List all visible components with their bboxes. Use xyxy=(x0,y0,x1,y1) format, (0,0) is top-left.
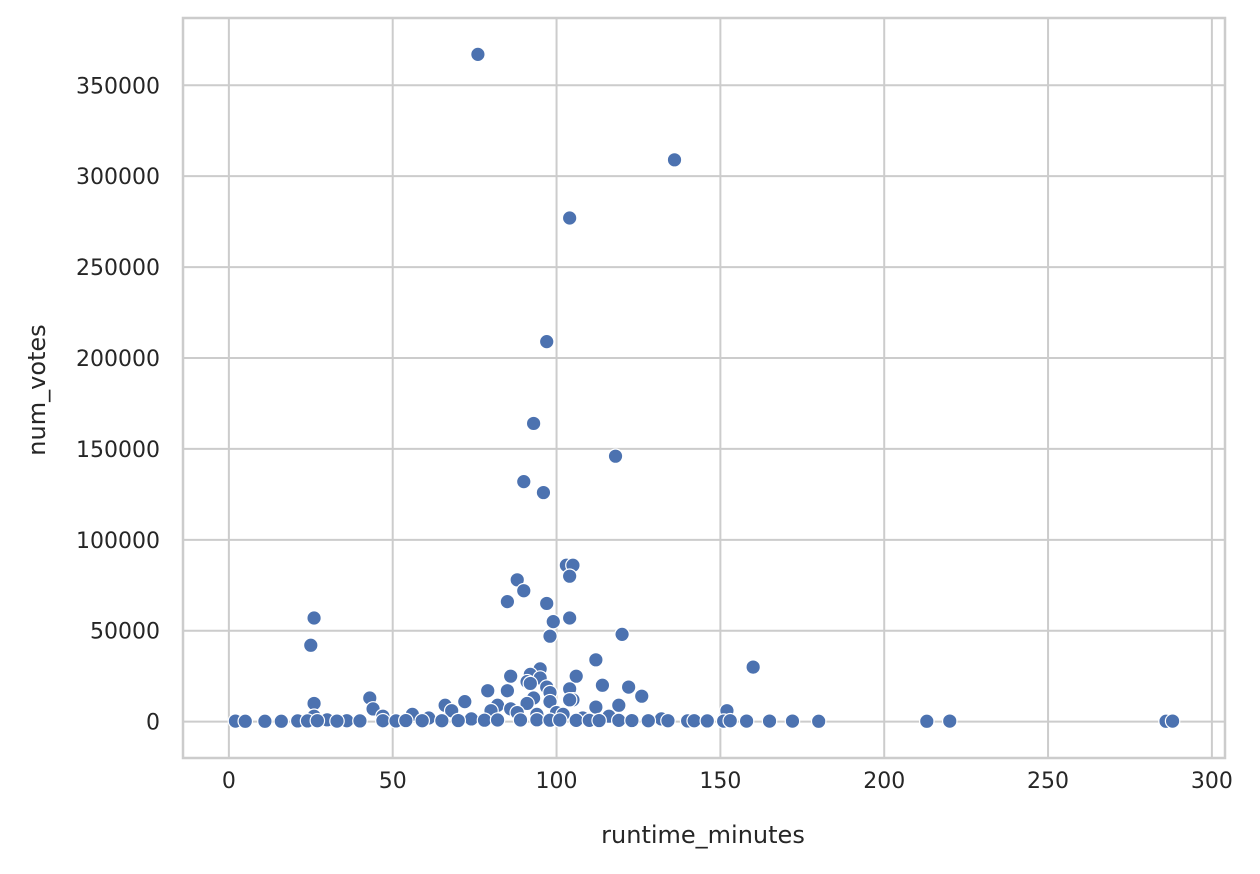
data-point xyxy=(611,697,627,714)
data-point xyxy=(591,712,607,729)
data-point xyxy=(699,713,716,729)
data-point xyxy=(499,682,516,699)
data-point xyxy=(588,652,604,668)
data-point xyxy=(542,628,558,644)
data-point xyxy=(607,448,624,464)
data-point xyxy=(745,659,761,675)
data-point xyxy=(633,688,650,704)
data-point xyxy=(470,46,486,63)
data-point xyxy=(624,712,640,729)
data-point xyxy=(414,712,431,729)
data-point xyxy=(568,712,585,729)
y-tick-label: 150000 xyxy=(76,438,160,463)
data-point xyxy=(329,713,345,729)
data-point xyxy=(525,415,542,432)
data-point xyxy=(306,610,322,626)
data-point xyxy=(588,699,604,715)
data-point xyxy=(561,610,578,626)
x-tick-label: 250 xyxy=(1027,769,1069,794)
plot-frame xyxy=(181,16,1227,760)
data-point xyxy=(463,711,480,727)
data-point xyxy=(611,712,627,729)
y-tick-label: 50000 xyxy=(90,620,160,645)
data-point xyxy=(614,626,630,643)
data-point xyxy=(784,713,801,729)
data-point xyxy=(666,152,683,168)
data-point xyxy=(561,692,578,708)
data-point xyxy=(476,712,493,728)
spine-layer xyxy=(181,16,1227,760)
data-point xyxy=(810,713,827,730)
x-tick-label: 0 xyxy=(222,769,236,794)
data-point xyxy=(552,712,568,728)
data-point xyxy=(561,568,578,584)
data-point xyxy=(302,637,319,654)
y-tick-label: 250000 xyxy=(76,256,160,281)
tick-layer: 0 50 100 150 200 250 300 0 50000 100000 150000 2000… xyxy=(76,74,1233,794)
data-point xyxy=(738,713,755,729)
y-axis-title: num_votes xyxy=(23,324,51,455)
data-point xyxy=(273,713,290,730)
data-point xyxy=(535,484,552,501)
data-point xyxy=(398,712,414,729)
data-point xyxy=(257,713,273,730)
data-point xyxy=(660,712,676,729)
data-point xyxy=(594,677,611,694)
data-point xyxy=(237,713,254,730)
data-point xyxy=(489,712,506,728)
x-tick-label: 100 xyxy=(536,769,578,794)
data-point xyxy=(919,713,935,730)
y-tick-label: 350000 xyxy=(76,74,160,99)
data-point xyxy=(1164,713,1181,729)
y-tick-label: 200000 xyxy=(76,347,160,372)
data-point xyxy=(479,682,496,699)
data-point xyxy=(620,679,637,695)
data-point xyxy=(722,712,739,729)
y-tick-label: 300000 xyxy=(76,165,160,190)
y-tick-label: 100000 xyxy=(76,529,160,554)
x-tick-label: 200 xyxy=(863,769,905,794)
data-point xyxy=(515,473,532,490)
data-point xyxy=(568,668,585,684)
data-point xyxy=(456,693,473,710)
grid-layer xyxy=(183,18,1225,758)
x-tick-label: 150 xyxy=(699,769,741,794)
data-point xyxy=(538,595,555,612)
data-point xyxy=(640,712,657,729)
data-point xyxy=(375,712,391,729)
data-point xyxy=(529,712,545,728)
data-point xyxy=(941,713,958,729)
data-point xyxy=(450,712,467,729)
x-tick-label: 300 xyxy=(1191,769,1233,794)
points-layer xyxy=(227,46,1181,730)
data-point xyxy=(686,712,702,729)
data-point xyxy=(519,695,535,712)
x-axis-title: runtime_minutes xyxy=(601,821,805,849)
data-point xyxy=(502,668,519,684)
data-point xyxy=(538,333,555,350)
data-point xyxy=(512,712,529,728)
data-point xyxy=(561,210,578,226)
data-point xyxy=(499,593,516,610)
data-point xyxy=(352,713,368,729)
data-point xyxy=(515,582,532,599)
data-point xyxy=(309,712,326,729)
data-point xyxy=(434,712,450,729)
x-tick-label: 50 xyxy=(379,769,407,794)
data-point xyxy=(545,613,562,630)
y-tick-label: 0 xyxy=(146,711,160,736)
data-point xyxy=(761,713,778,729)
data-point xyxy=(522,675,539,692)
